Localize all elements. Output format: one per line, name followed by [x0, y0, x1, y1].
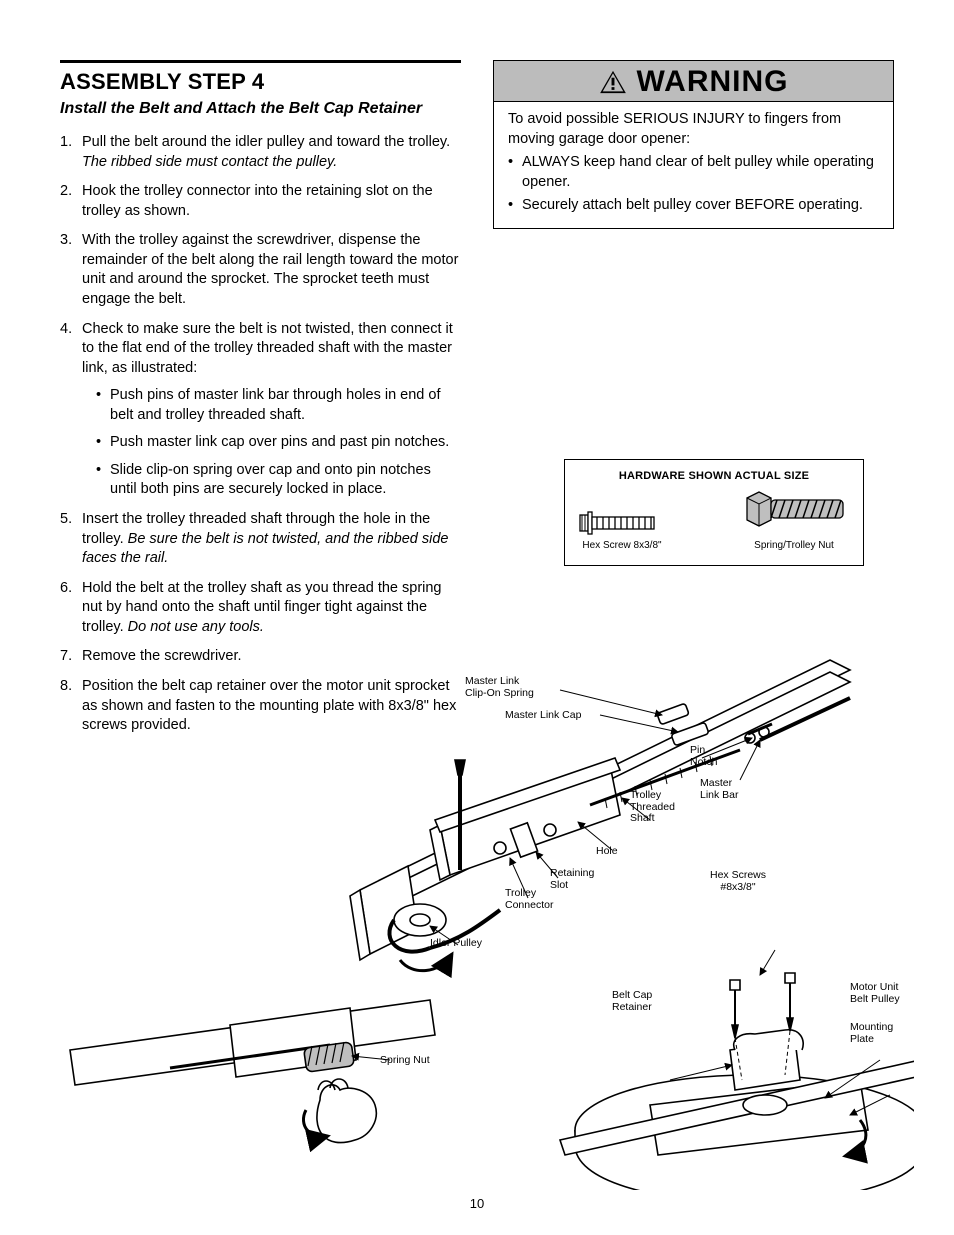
step-text: Hook the trolley connector into the reta…: [82, 183, 433, 219]
hardware-item-hex-screw: Hex Screw 8x3/8": [579, 510, 665, 551]
title-rule: [60, 60, 461, 63]
label-trolley-threaded-shaft: Trolley Threaded Shaft: [630, 790, 675, 825]
label-mounting-plate: Mounting Plate: [850, 1022, 893, 1045]
label-master-link-bar: Master Link Bar: [700, 778, 739, 801]
step-item: Check to make sure the belt is not twist…: [60, 320, 461, 501]
hardware-label: Hex Screw 8x3/8": [582, 540, 661, 551]
warning-triangle-icon: [599, 70, 627, 94]
substep-item: Slide clip-on spring over cap and onto p…: [96, 461, 461, 500]
assembly-diagram: [60, 630, 914, 1190]
hardware-title: HARDWARE SHOWN ACTUAL SIZE: [579, 470, 849, 482]
step-item: Insert the trolley threaded shaft throug…: [60, 510, 461, 569]
label-idler-pulley: Idler Pulley: [430, 938, 482, 950]
label-master-link-clip-on-spring: Master Link Clip-On Spring: [465, 676, 534, 699]
substep-list: Push pins of master link bar through hol…: [82, 386, 461, 500]
hardware-item-spring-nut: Spring/Trolley Nut: [739, 490, 849, 551]
warning-bullet: Securely attach belt pulley cover BEFORE…: [508, 196, 879, 216]
warning-bullet-list: ALWAYS keep hand clear of belt pulley wh…: [508, 153, 879, 216]
step-italic: Be sure the belt is not twisted, and the…: [82, 531, 448, 567]
warning-body: To avoid possible SERIOUS INJURY to fing…: [494, 102, 893, 228]
step-item: Pull the belt around the idler pulley an…: [60, 133, 461, 172]
label-spring-nut: Spring Nut: [380, 1055, 430, 1067]
hardware-label: Spring/Trolley Nut: [754, 540, 834, 551]
warning-header: WARNING: [494, 61, 893, 102]
spring-nut-icon: [739, 490, 849, 536]
step-text: Pull the belt around the idler pulley an…: [82, 134, 450, 150]
hex-screw-icon: [579, 510, 665, 536]
substep-item: Push master link cap over pins and past …: [96, 433, 461, 453]
step-item: Hold the belt at the trolley shaft as yo…: [60, 579, 461, 638]
substep-item: Push pins of master link bar through hol…: [96, 386, 461, 425]
assembly-subtitle: Install the Belt and Attach the Belt Cap…: [60, 99, 461, 119]
label-pin-notch: Pin Notch: [690, 745, 717, 768]
label-trolley-connector: Trolley Connector: [505, 888, 553, 911]
warning-intro: To avoid possible SERIOUS INJURY to fing…: [508, 110, 879, 149]
warning-label: WARNING: [637, 65, 789, 99]
hardware-row: Hex Screw 8x3/8": [579, 490, 849, 551]
label-hole: Hole: [596, 846, 618, 858]
step-item: With the trolley against the screwdriver…: [60, 231, 461, 309]
page: ASSEMBLY STEP 4 Install the Belt and Att…: [0, 0, 954, 1235]
assembly-step-title: ASSEMBLY STEP 4: [60, 69, 461, 95]
step-item: Hook the trolley connector into the reta…: [60, 182, 461, 221]
label-motor-unit-belt-pulley: Motor Unit Belt Pulley: [850, 982, 900, 1005]
warning-bullet: ALWAYS keep hand clear of belt pulley wh…: [508, 153, 879, 192]
warning-box: WARNING To avoid possible SERIOUS INJURY…: [493, 60, 894, 229]
page-number: 10: [0, 1196, 954, 1211]
step-text: Check to make sure the belt is not twist…: [82, 321, 453, 376]
label-master-link-cap: Master Link Cap: [505, 710, 581, 722]
label-hex-screws: Hex Screws #8x3/8": [710, 870, 766, 893]
step-text: With the trolley against the screwdriver…: [82, 232, 458, 307]
label-belt-cap-retainer: Belt Cap Retainer: [612, 990, 652, 1013]
step-italic: The ribbed side must contact the pulley.: [82, 154, 337, 170]
diagram-area: Master Link Clip-On Spring Master Link C…: [60, 630, 914, 1190]
label-retaining-slot: Retaining Slot: [550, 868, 594, 891]
hardware-box: HARDWARE SHOWN ACTUAL SIZE: [564, 459, 864, 566]
